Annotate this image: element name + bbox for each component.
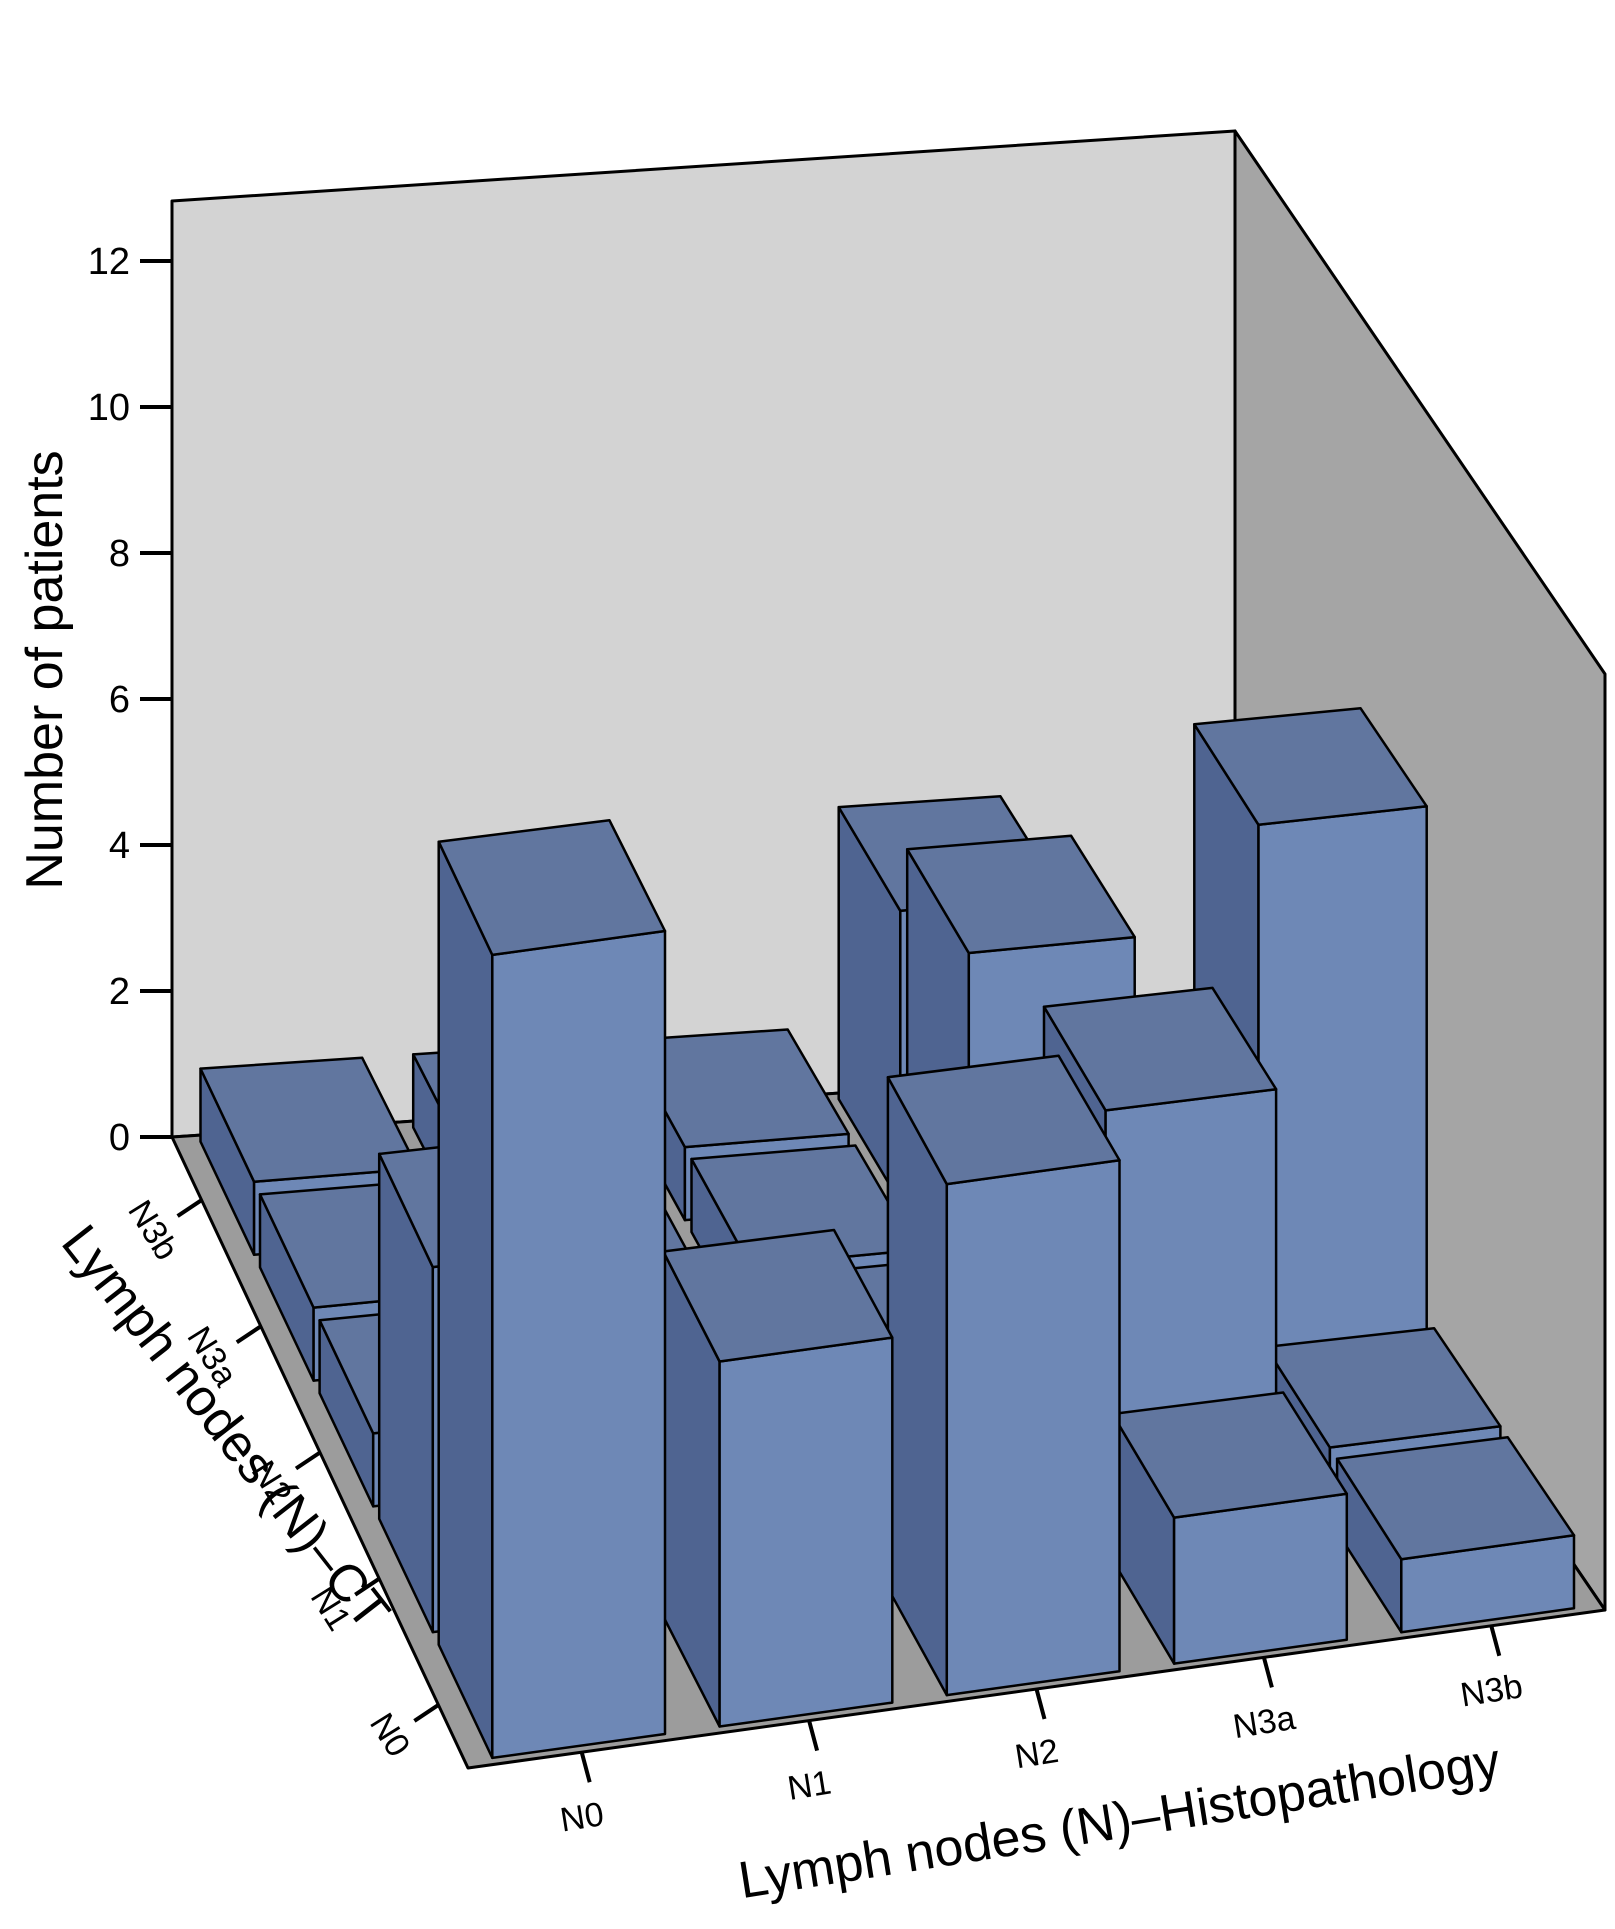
bar-N2-N0 bbox=[886, 1054, 1121, 1697]
y-tick-label: N3b bbox=[120, 1194, 185, 1267]
y-tick bbox=[413, 1703, 440, 1723]
bar-front-face bbox=[945, 1158, 1121, 1697]
bar-top-face bbox=[1264, 1326, 1502, 1449]
z-tick-label: 6 bbox=[109, 679, 130, 721]
y-tick bbox=[176, 1198, 203, 1218]
bar-front-face bbox=[1257, 805, 1428, 1411]
bar-top-face bbox=[1042, 986, 1278, 1112]
bar-top-face bbox=[437, 818, 667, 957]
z-axis-title: Number of patients bbox=[16, 450, 74, 889]
x-tick-label: N0 bbox=[558, 1795, 607, 1839]
bar-top-face bbox=[1193, 706, 1428, 827]
x-tick bbox=[1261, 1656, 1274, 1688]
z-tick-label: 4 bbox=[109, 825, 130, 867]
y-tick bbox=[294, 1450, 322, 1471]
bar-N0-N0 bbox=[437, 818, 667, 1760]
bar-top-face bbox=[886, 1054, 1121, 1186]
bar-top-face bbox=[905, 834, 1136, 955]
x-axis-title: Lymph nodes (N)–Histopathology bbox=[735, 1732, 1504, 1910]
x-tick bbox=[579, 1751, 592, 1783]
z-tick-label: 12 bbox=[88, 241, 130, 283]
y-tick-label: N0 bbox=[362, 1707, 417, 1764]
x-tick-label: N1 bbox=[785, 1764, 834, 1808]
bar-top-face bbox=[1111, 1391, 1349, 1519]
z-tick-label: 2 bbox=[109, 971, 130, 1013]
x-tick bbox=[807, 1720, 820, 1752]
x-tick-label: N2 bbox=[1012, 1732, 1061, 1776]
bar-N3a-N0 bbox=[1111, 1391, 1349, 1665]
bar-side-face bbox=[437, 840, 494, 1760]
bar-top-face bbox=[662, 1228, 894, 1363]
x-tick bbox=[1489, 1625, 1502, 1657]
bar-N3b-N0 bbox=[1335, 1435, 1576, 1634]
bar-N1-N0 bbox=[662, 1228, 894, 1728]
bar-front-face bbox=[491, 929, 667, 1760]
chart-bars bbox=[199, 706, 1576, 1760]
y-tick bbox=[235, 1324, 262, 1344]
x-tick-label: N3a bbox=[1230, 1699, 1298, 1746]
bar-top-face bbox=[690, 1144, 918, 1268]
bar-front-face bbox=[1172, 1492, 1349, 1665]
y-tick bbox=[354, 1577, 381, 1597]
bar-front-face bbox=[718, 1336, 894, 1728]
z-tick-label: 10 bbox=[88, 387, 130, 429]
z-tick-label: 8 bbox=[109, 533, 130, 575]
x-tick bbox=[1034, 1688, 1047, 1720]
bar-top-face bbox=[199, 1056, 420, 1184]
bar-top-face bbox=[1335, 1435, 1576, 1561]
z-tick-label: 0 bbox=[109, 1117, 130, 1159]
x-tick-label: N3b bbox=[1458, 1667, 1526, 1714]
